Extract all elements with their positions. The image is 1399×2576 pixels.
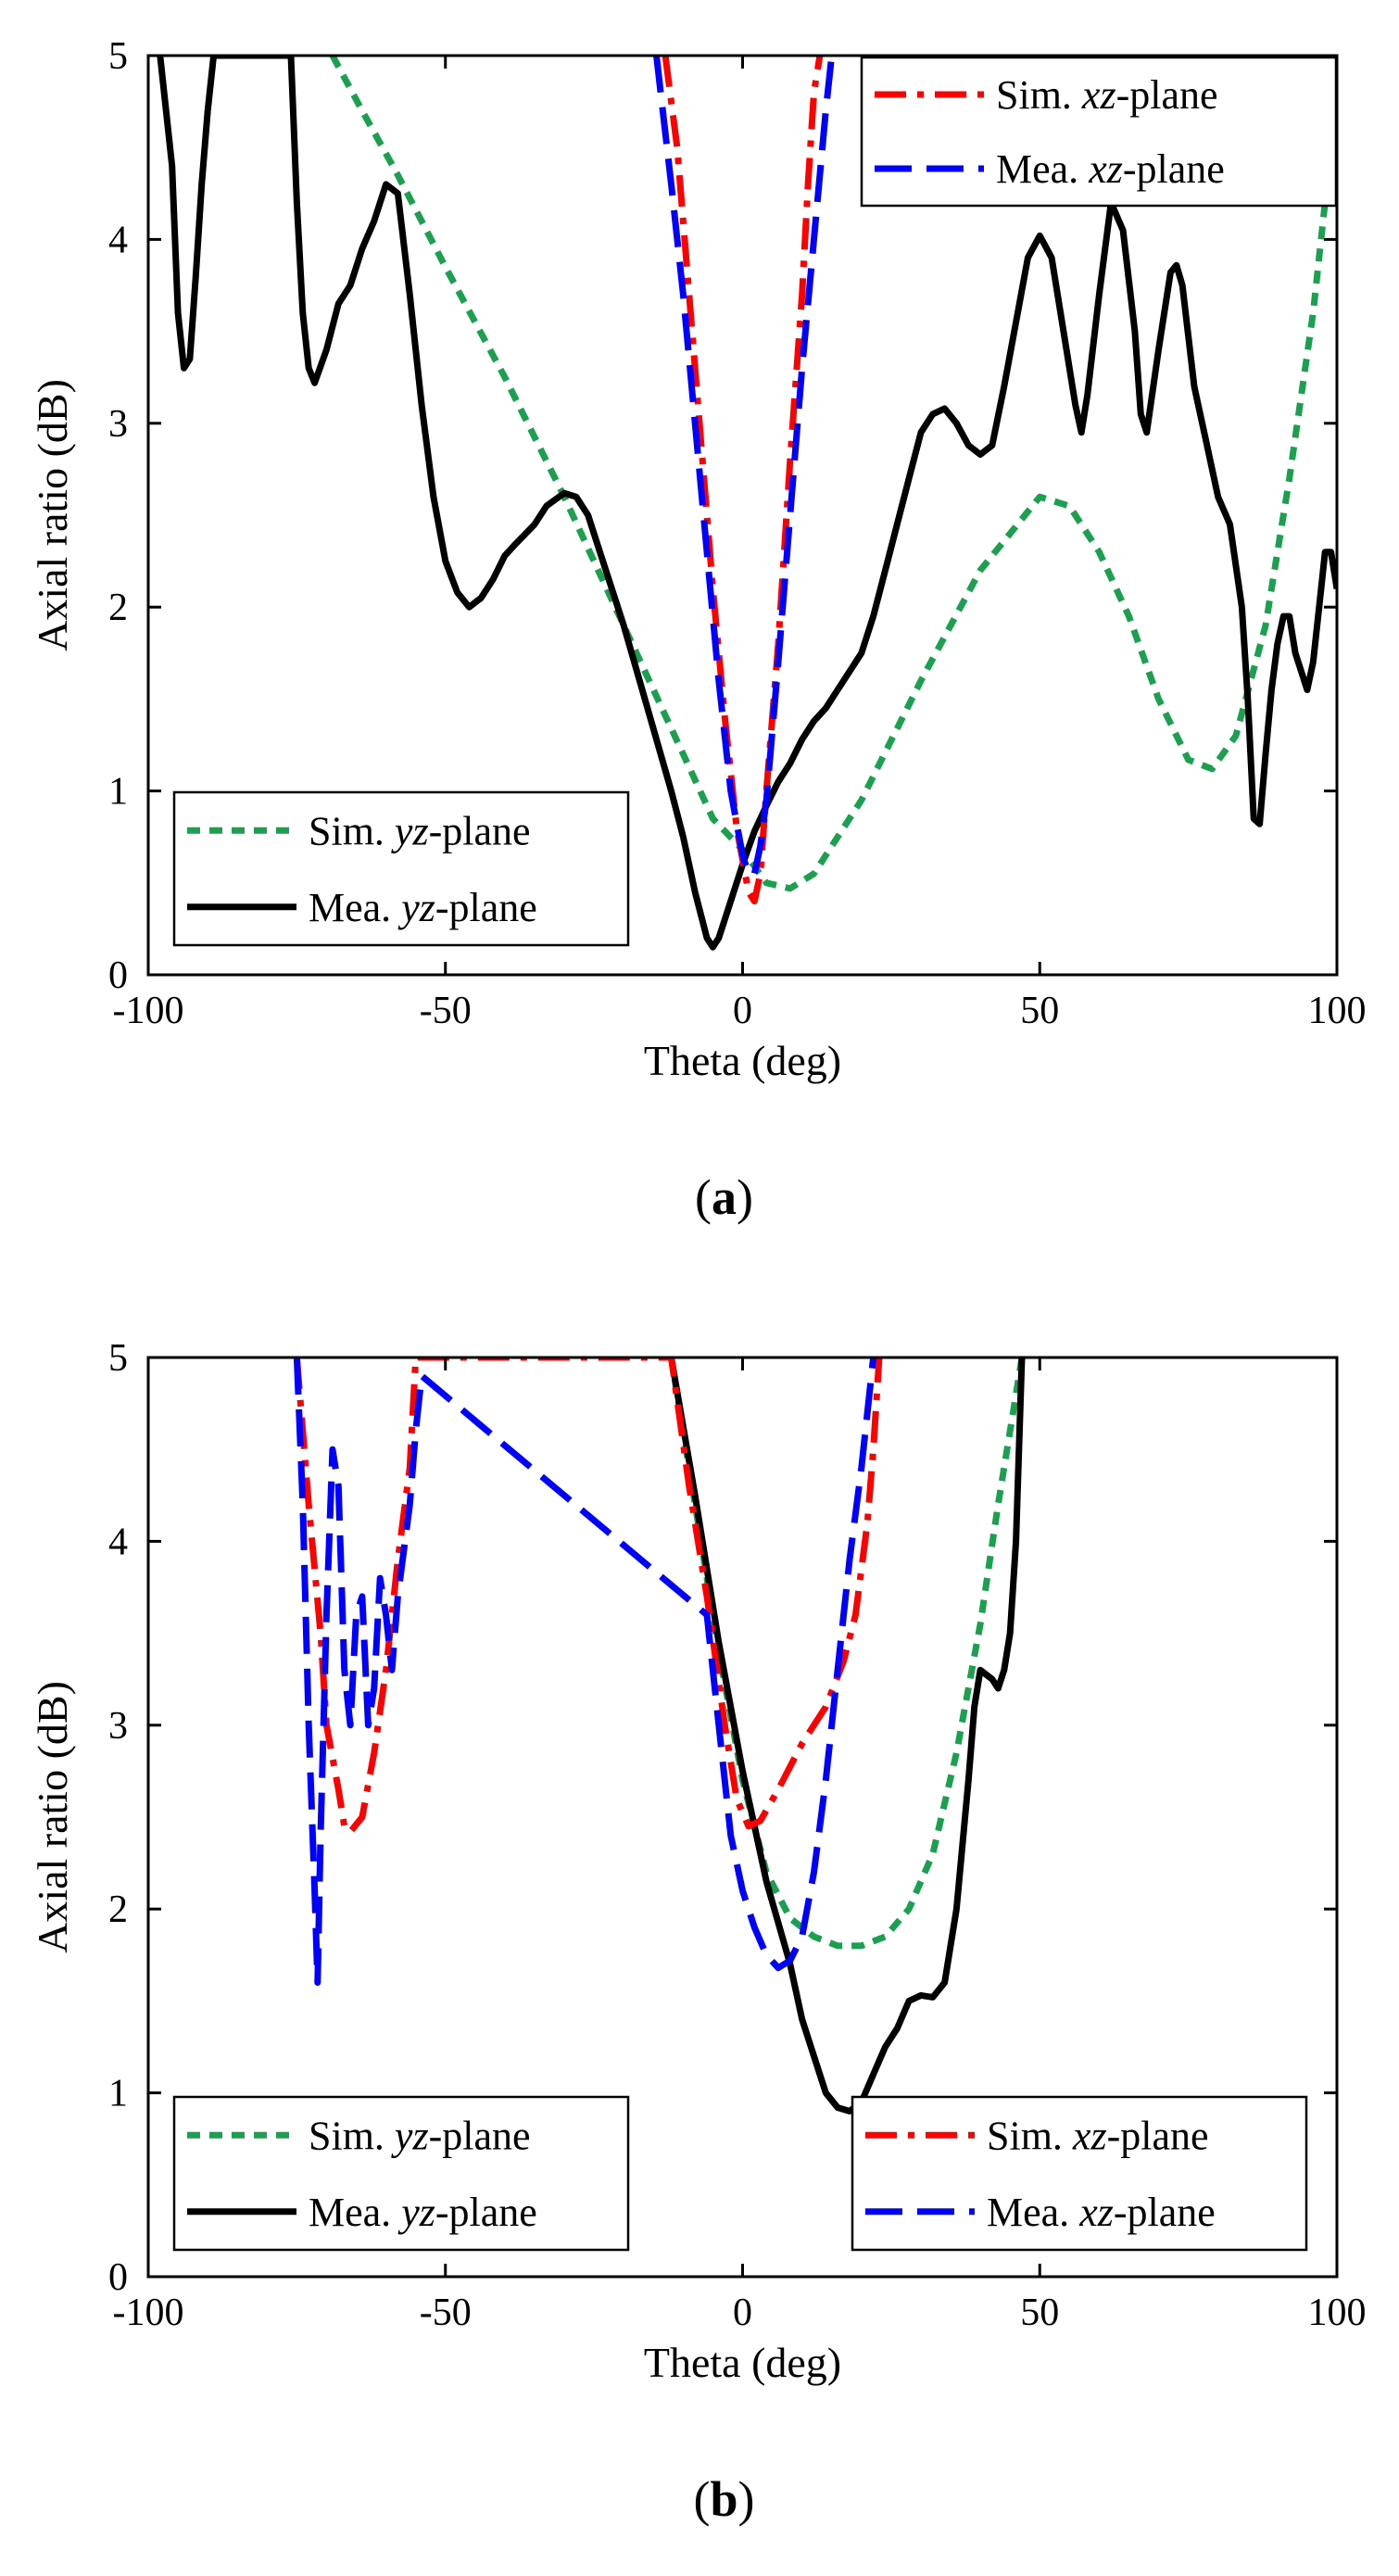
legend-entry-sim-yz: Sim. yz-plane [309, 808, 531, 853]
y-tick-label: 1 [108, 771, 128, 814]
legend-suffix: -plane [435, 885, 537, 930]
series-group [157, 56, 1337, 951]
y-tick-label: 5 [108, 1337, 128, 1380]
caption-close: ) [737, 1169, 753, 1225]
caption-letter: a [712, 1169, 737, 1225]
panel-caption: (b) [693, 2471, 754, 2527]
x-tick-label: -50 [420, 990, 472, 1032]
legend-suffix: -plane [1123, 146, 1225, 192]
legend-entry-mea-yz: Mea. yz-plane [309, 885, 537, 930]
legend-plane-name: xz [1078, 2190, 1114, 2235]
legend-prefix: Sim. [996, 72, 1082, 118]
legend-suffix: -plane [1116, 72, 1218, 118]
legend-box [851, 2095, 1308, 2252]
x-tick-label: 100 [1308, 990, 1367, 1032]
legend-prefix: Mea. [987, 2190, 1079, 2235]
series-line-sim-xz [293, 1357, 883, 1836]
legend-entry-sim-yz: Sim. yz-plane [309, 2113, 531, 2158]
x-tick-label: -100 [113, 990, 184, 1032]
caption-open: ( [695, 1169, 712, 1225]
legend-prefix: Mea. [309, 885, 401, 930]
chart-b: -100 -50 0 50 100 0 1 2 3 4 5 Theta (deg) Axial rati… [29, 1337, 1367, 2527]
x-tick-label: 0 [733, 990, 752, 1032]
series-line-mea-yz [157, 56, 1337, 951]
x-tick-label: 100 [1308, 2292, 1367, 2334]
legend-prefix: Sim. [987, 2113, 1073, 2158]
legend-entry-mea-xz: Mea. xz-plane [996, 146, 1225, 192]
x-tick-label: 50 [1020, 990, 1059, 1032]
y-tick-label: 2 [108, 587, 128, 629]
legend-box [172, 790, 630, 947]
legend-plane-name: yz [391, 2113, 429, 2158]
legend-entry-mea-xz: Mea. xz-plane [987, 2190, 1216, 2235]
x-tick-label: -50 [420, 2292, 472, 2334]
chart-a: -100 -50 0 50 100 0 1 2 3 4 5 Theta (deg) Axial rati… [29, 35, 1367, 1225]
caption-open: ( [693, 2471, 710, 2527]
y-tick-label: 3 [108, 1705, 128, 1748]
legend-suffix: -plane [429, 808, 531, 853]
y-tick-label: 3 [108, 403, 128, 446]
legend-box [172, 2095, 630, 2252]
y-tick-label: 4 [108, 1521, 128, 1563]
legend-plane-name: xz [1088, 146, 1123, 192]
legend-prefix: Mea. [996, 146, 1089, 192]
panel-caption: (a) [695, 1169, 753, 1225]
legend-plane-name: yz [391, 808, 429, 853]
x-tick-label: 0 [733, 2292, 752, 2334]
legend-entry-mea-yz: Mea. yz-plane [309, 2190, 537, 2235]
series-line-mea-yz [668, 1357, 1026, 2115]
legend-prefix: Mea. [309, 2190, 401, 2235]
y-tick-label: 4 [108, 219, 128, 261]
legend-plane-name: yz [397, 2190, 435, 2235]
series-line-sim-xz [662, 56, 824, 905]
y-tick-label: 0 [108, 2256, 128, 2299]
x-tick-label: -100 [113, 2292, 184, 2334]
legend-box [860, 56, 1338, 208]
caption-close: ) [738, 2471, 755, 2527]
legend-prefix: Sim. [309, 808, 395, 853]
series-line-mea-xz [293, 1357, 877, 1987]
legend-plane-name: xz [1081, 72, 1116, 118]
x-axis-label: Theta (deg) [644, 2339, 841, 2386]
y-tick-label: 2 [108, 1888, 128, 1931]
legend-suffix: -plane [429, 2113, 531, 2158]
legend-suffix: -plane [435, 2190, 537, 2235]
legend-entry-sim-xz: Sim. xz-plane [987, 2113, 1209, 2158]
series-line-mea-xz [653, 56, 836, 878]
x-tick-label: 50 [1020, 2292, 1059, 2334]
y-tick-label: 1 [108, 2073, 128, 2115]
caption-letter: b [710, 2471, 737, 2527]
y-axis-label: Axial ratio (dB) [29, 379, 76, 651]
legend-entry-sim-xz: Sim. xz-plane [996, 72, 1218, 118]
legend-suffix: -plane [1114, 2190, 1216, 2235]
legend-suffix: -plane [1107, 2113, 1209, 2158]
legend-plane-name: yz [397, 885, 435, 930]
y-axis-label: Axial ratio (dB) [29, 1681, 76, 1953]
legend-prefix: Sim. [309, 2113, 395, 2158]
y-tick-label: 5 [108, 35, 128, 78]
legend-plane-name: xz [1072, 2113, 1107, 2158]
series-group [293, 1357, 1026, 2115]
x-axis-label: Theta (deg) [644, 1037, 841, 1084]
y-tick-label: 0 [108, 954, 128, 997]
